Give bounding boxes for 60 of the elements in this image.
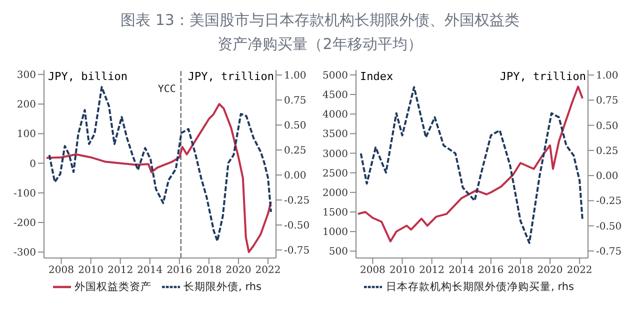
legend-label: 外国权益类资产 xyxy=(74,280,152,293)
legend-label: 长期限外债, rhs xyxy=(184,280,262,293)
y2-tick-label: 0.50 xyxy=(284,120,306,132)
y2-axis-title: JPY, trillion xyxy=(500,70,586,83)
y-tick-label: -100 xyxy=(14,188,36,200)
x-tick-label: 2010 xyxy=(390,265,415,276)
x-tick-label: 2014 xyxy=(137,265,163,276)
y-tick-label: 1500 xyxy=(322,208,348,219)
y2-tick-label: -0.25 xyxy=(596,196,622,208)
legend-label: 日本存款机构长期限外债净购买量, rhs xyxy=(386,280,574,293)
y-tick-label: 1000 xyxy=(322,227,348,238)
x-tick-label: 2022 xyxy=(566,265,592,276)
y-tick-label: 5000 xyxy=(322,70,348,82)
ref-line-label: YCC xyxy=(158,84,176,96)
y2-tick-label: 0.25 xyxy=(596,146,618,157)
x-tick-label: 2010 xyxy=(78,265,104,276)
y2-tick-label: 0.00 xyxy=(284,170,306,182)
x-tick-label: 2022 xyxy=(255,265,281,276)
line-series xyxy=(46,103,272,254)
x-tick-label: 2016 xyxy=(166,265,192,276)
line-series xyxy=(48,86,272,242)
y-axis-title: JPY, billion xyxy=(48,70,128,83)
y-tick-label: 4000 xyxy=(322,110,348,121)
y-tick-label: -200 xyxy=(14,218,36,230)
y-tick-label: 200 xyxy=(16,100,36,111)
y2-tick-label: -0.25 xyxy=(284,196,310,207)
y-tick-label: 3000 xyxy=(322,148,348,160)
y-tick-label: 2000 xyxy=(322,188,348,199)
y2-tick-label: -0.50 xyxy=(284,220,310,232)
y-tick-label: 0 xyxy=(30,158,36,170)
y-tick-label: 4500 xyxy=(322,90,348,102)
x-tick-label: 2020 xyxy=(537,265,563,276)
y2-tick-label: 0.00 xyxy=(596,171,618,182)
x-tick-label: 2012 xyxy=(419,265,445,276)
y2-tick-label: 0.75 xyxy=(596,96,618,107)
y-tick-label: -300 xyxy=(14,248,36,259)
x-tick-label: 2014 xyxy=(448,265,474,276)
y2-tick-label: 0.75 xyxy=(284,96,306,107)
x-tick-label: 2008 xyxy=(360,265,386,276)
y-tick-label: 2500 xyxy=(322,168,348,180)
text: 图表 13：美国股市与日本存款机构长期限外债、外国权益类资产净购买量（2年移动平均） xyxy=(120,10,520,55)
y2-tick-label: -0.75 xyxy=(284,246,310,257)
x-tick-label: 2012 xyxy=(108,265,134,276)
y-tick-label: 500 xyxy=(328,246,348,258)
y2-tick-label: -0.75 xyxy=(596,246,622,258)
x-tick-label: 2008 xyxy=(48,265,74,276)
y2-tick-label: 0.25 xyxy=(284,146,306,157)
x-tick-label: 2016 xyxy=(478,265,504,276)
y2-tick-label: 1.00 xyxy=(596,70,618,82)
y2-axis-title: JPY, trillion xyxy=(188,70,274,83)
x-tick-label: 2018 xyxy=(508,265,534,276)
y2-tick-label: 1.00 xyxy=(284,70,306,82)
y2-tick-label: -0.50 xyxy=(596,221,622,232)
y-tick-label: 300 xyxy=(16,70,36,81)
x-tick-label: 2020 xyxy=(226,265,252,276)
x-tick-label: 2018 xyxy=(196,265,222,276)
y2-tick-label: 0.50 xyxy=(596,120,618,132)
y-tick-label: 3500 xyxy=(322,129,348,140)
y-tick-label: 100 xyxy=(16,129,36,140)
y-axis-title: Index xyxy=(360,70,394,83)
